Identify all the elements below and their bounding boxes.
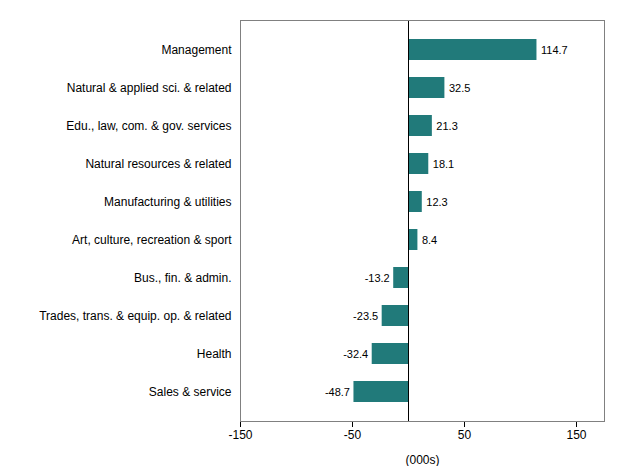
svg-text:18.1: 18.1 [433, 158, 454, 170]
svg-text:-48.7: -48.7 [325, 386, 350, 398]
svg-text:12.3: 12.3 [426, 196, 447, 208]
svg-text:Trades, trans. & equip. op. &: Trades, trans. & equip. op. & related [39, 309, 231, 323]
svg-text:8.4: 8.4 [422, 234, 437, 246]
svg-text:Natural & applied sci. & relat: Natural & applied sci. & related [67, 81, 232, 95]
svg-text:150: 150 [566, 428, 586, 442]
svg-text:Manufacturing & utilities: Manufacturing & utilities [104, 195, 231, 209]
svg-text:Management: Management [161, 43, 232, 57]
svg-text:50: 50 [458, 428, 472, 442]
svg-text:Natural resources & related: Natural resources & related [85, 157, 231, 171]
svg-text:114.7: 114.7 [541, 44, 568, 56]
svg-text:-13.2: -13.2 [365, 272, 390, 284]
svg-text:-50: -50 [344, 428, 362, 442]
svg-text:Sales & service: Sales & service [149, 385, 232, 399]
svg-text:Edu., law, com. & gov. service: Edu., law, com. & gov. services [66, 119, 231, 133]
svg-text:-23.5: -23.5 [353, 310, 378, 322]
svg-text:(000s): (000s) [405, 453, 439, 466]
svg-text:32.5: 32.5 [449, 82, 470, 94]
svg-text:Art, culture, recreation & spo: Art, culture, recreation & sport [72, 233, 232, 247]
svg-text:Bus., fin. & admin.: Bus., fin. & admin. [134, 271, 231, 285]
svg-text:-150: -150 [228, 428, 252, 442]
svg-text:-32.4: -32.4 [343, 348, 368, 360]
svg-text:Health: Health [197, 347, 232, 361]
svg-text:21.3: 21.3 [436, 120, 457, 132]
